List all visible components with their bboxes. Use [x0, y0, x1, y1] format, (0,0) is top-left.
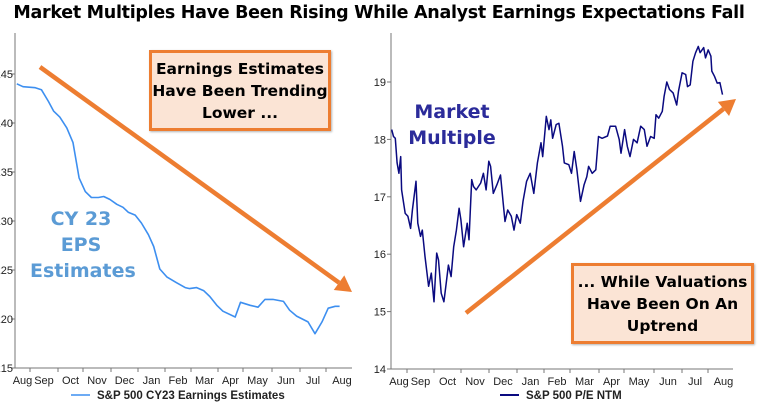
- y-tick-label: 225: [0, 265, 13, 277]
- y-tick-label: 230: [0, 216, 13, 228]
- y-tick-label: 215: [0, 363, 13, 375]
- x-tick-label: Jun: [277, 375, 295, 387]
- x-tick-label: Apr: [222, 375, 239, 387]
- y-tick-label: 235: [0, 167, 13, 179]
- x-tick-label: Dec: [493, 376, 513, 388]
- x-tick-label: Feb: [548, 376, 567, 388]
- x-tick-label: Sep: [411, 376, 431, 388]
- arrow-head-icon: [333, 275, 352, 292]
- x-tick-label: Mar: [575, 376, 594, 388]
- x-tick-label: Aug: [389, 376, 409, 388]
- x-tick-label: Jan: [143, 375, 161, 387]
- x-tick-label: Dec: [115, 375, 135, 387]
- x-tick-label: Mar: [195, 375, 214, 387]
- y-tick-label: 245: [0, 69, 13, 81]
- earnings-annotation-box: Earnings Estimates Have Been Trending Lo…: [149, 50, 331, 131]
- chart-1: 215220225230235240245AugSepOctNovDecJanF…: [0, 33, 352, 402]
- y-tick-label: 15: [374, 307, 386, 319]
- trend-arrow-down: [38, 65, 341, 285]
- series-line: [16, 83, 340, 335]
- x-tick-label: Jan: [522, 376, 540, 388]
- x-tick-label: Nov: [87, 375, 107, 387]
- x-tick-label: Aug: [714, 376, 734, 388]
- legend-label: S&P 500 CY23 Earnings Estimates: [97, 390, 285, 402]
- eps-series-label: CY 23 EPS Estimates: [30, 208, 136, 282]
- y-tick-label: 16: [374, 249, 386, 261]
- valuation-annotation-box: ... While Valuations Have Been On An Upt…: [571, 263, 754, 344]
- x-tick-label: May: [629, 376, 650, 388]
- y-tick-label: 19: [374, 77, 386, 89]
- x-tick-label: Sep: [34, 375, 54, 387]
- x-tick-label: Nov: [465, 376, 485, 388]
- x-tick-label: Jul: [688, 376, 702, 388]
- y-tick-label: 240: [0, 118, 13, 130]
- x-tick-label: Jul: [306, 375, 320, 387]
- x-tick-label: Aug: [332, 375, 352, 387]
- trend-arrow-up: [464, 107, 725, 315]
- y-tick-label: 14: [374, 364, 386, 376]
- y-tick-label: 18: [374, 134, 386, 146]
- y-tick-label: 17: [374, 192, 386, 204]
- x-tick-label: Oct: [439, 376, 456, 388]
- x-tick-label: Aug: [13, 375, 33, 387]
- x-tick-label: Oct: [62, 375, 79, 387]
- chart-title: Market Multiples Have Been Rising While …: [13, 3, 745, 23]
- x-tick-label: Feb: [169, 375, 188, 387]
- x-tick-label: Jun: [659, 376, 677, 388]
- x-tick-label: Apr: [603, 376, 620, 388]
- pe-series-label: Market Multiple: [408, 101, 496, 149]
- y-tick-label: 220: [0, 314, 13, 326]
- legend-label: S&P 500 P/E NTM: [526, 390, 622, 402]
- arrow-head-icon: [717, 99, 736, 116]
- x-tick-label: May: [247, 375, 268, 387]
- series-line: [390, 45, 724, 303]
